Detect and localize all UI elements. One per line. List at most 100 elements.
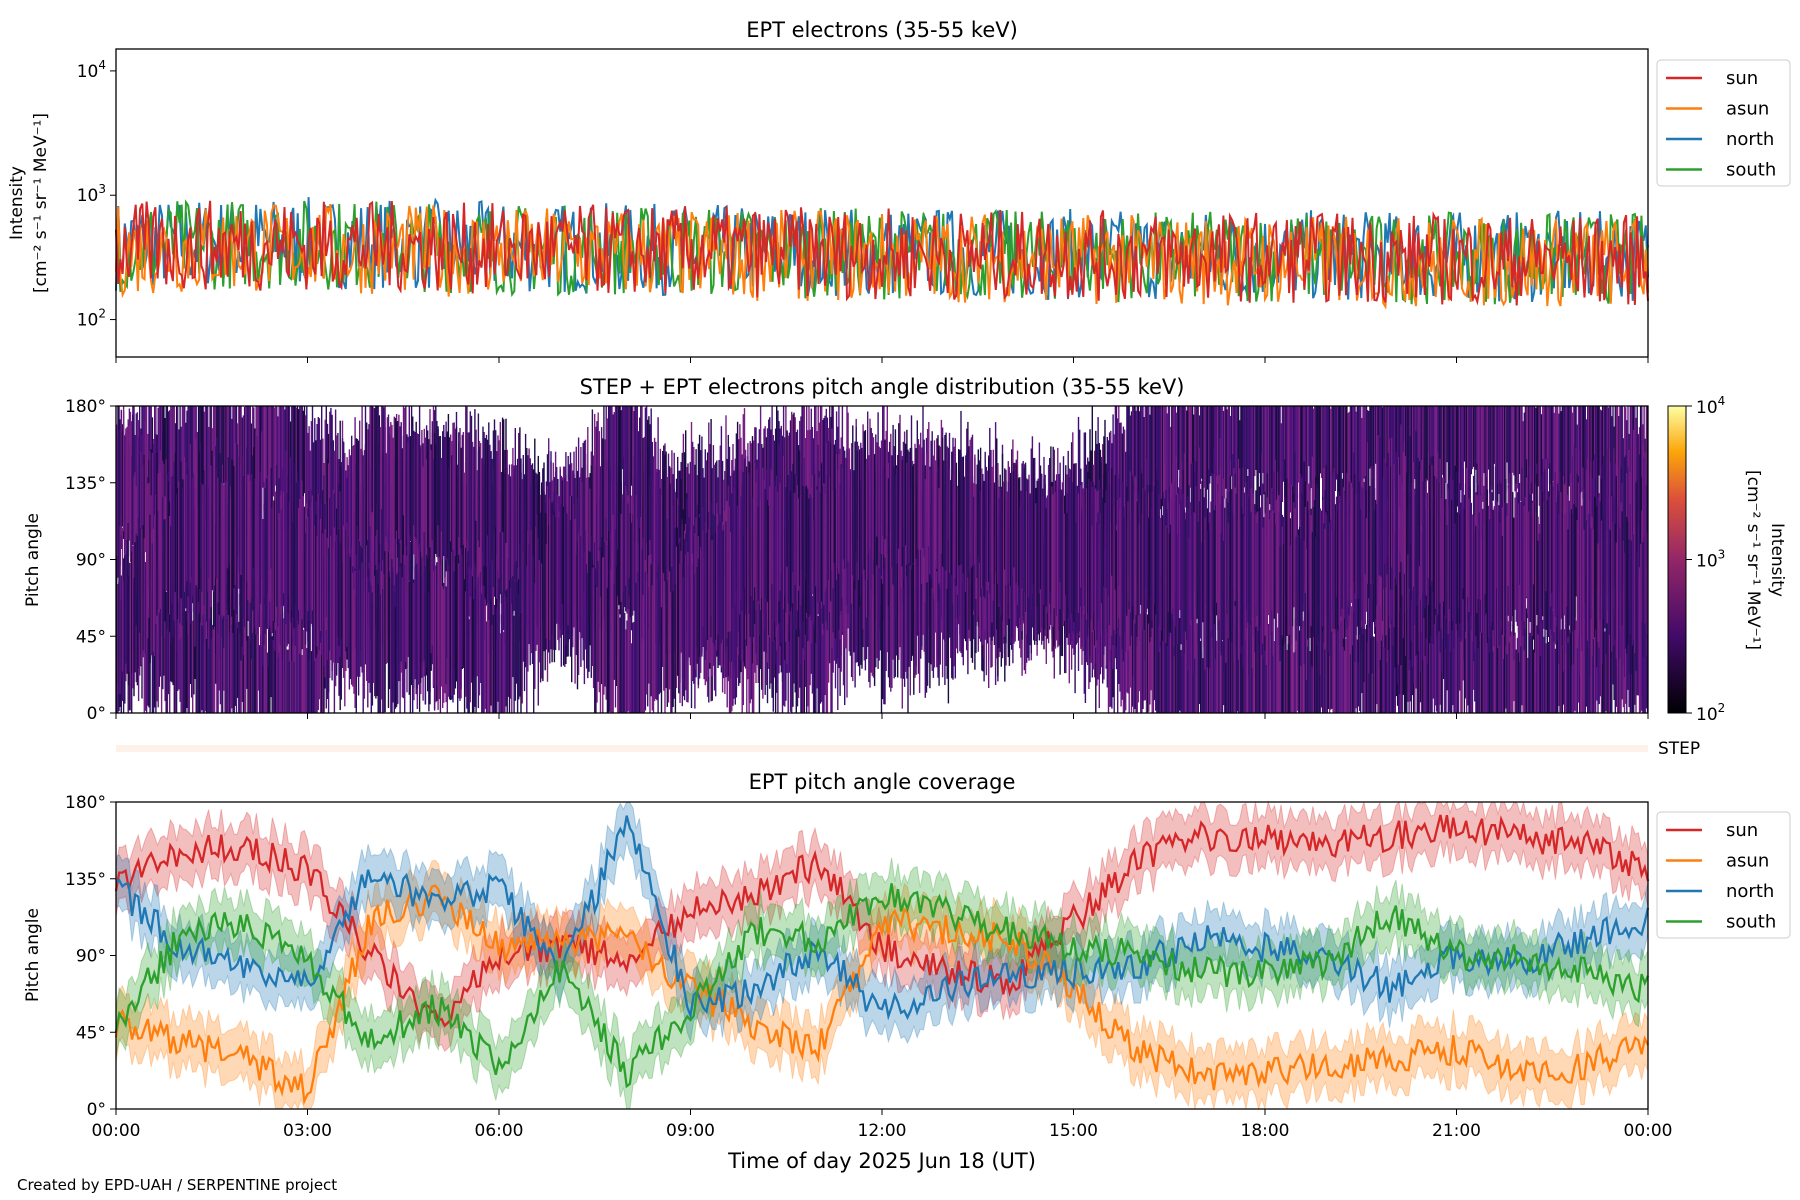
pad-cell: [492, 614, 495, 713]
pad-cell: [527, 530, 529, 672]
pad-cell: [626, 620, 628, 713]
pad-cell: [1538, 624, 1540, 713]
pad-cell: [317, 417, 319, 561]
pad-cell: [1390, 406, 1392, 483]
pad-cell: [1161, 406, 1164, 507]
pad-cell: [1105, 513, 1107, 666]
pad-cell: [1030, 448, 1032, 615]
pad-cell: [913, 572, 915, 695]
pad-cell: [437, 525, 439, 654]
pad-cell: [1378, 563, 1380, 668]
pad-cell: [1417, 406, 1419, 506]
pad-cell: [710, 575, 712, 702]
pad-cell: [1385, 463, 1387, 588]
pad-cell: [1261, 610, 1263, 713]
pad-cell: [1243, 406, 1246, 488]
pad-cell: [1516, 406, 1519, 489]
pad-cell: [1431, 620, 1433, 713]
pad-cell: [687, 564, 689, 703]
pad-cell: [945, 515, 947, 666]
pad-cell: [967, 421, 969, 578]
pad-cell: [1331, 406, 1333, 504]
pad-cell: [1167, 502, 1170, 613]
pad-cell: [1287, 603, 1289, 713]
pad-cell: [1493, 633, 1495, 713]
pad-cell: [253, 447, 255, 568]
pad-cell: [407, 442, 409, 588]
pad-cell: [1544, 606, 1546, 713]
pad-cell: [287, 406, 289, 523]
pad-cell: [1536, 473, 1538, 615]
pad-cell: [474, 409, 476, 563]
pad-cell: [550, 516, 552, 650]
pad-cell: [644, 508, 647, 617]
pad-cell: [635, 406, 637, 495]
pad-cell: [165, 406, 167, 507]
pad-cell: [1272, 406, 1274, 511]
pad-cell: [978, 504, 981, 637]
pad-cell: [716, 503, 718, 624]
pad-cell: [1111, 467, 1113, 576]
pad-cell: [321, 619, 323, 713]
pad-cell: [727, 485, 729, 632]
pad-cell: [1393, 464, 1395, 571]
pad-cell: [1259, 507, 1262, 627]
pad-cell: [1158, 607, 1160, 713]
pad-cell: [1280, 423, 1282, 527]
pad-cell: [1137, 406, 1140, 523]
pad-cell: [1252, 406, 1255, 513]
pad-cell: [1290, 521, 1293, 645]
pad-cell: [1195, 486, 1197, 620]
pad-cell: [1361, 418, 1363, 535]
pad-cell: [824, 415, 826, 531]
pad-cell: [1175, 494, 1178, 645]
pad-cell: [1441, 618, 1444, 713]
pad-cell: [1436, 592, 1438, 712]
pad-cell: [402, 555, 405, 699]
pad-cell: [175, 406, 178, 519]
panel3-title: EPT pitch angle coverage: [749, 770, 1016, 794]
pad-cell: [613, 412, 615, 528]
pad-cell: [520, 613, 522, 713]
pad-cell: [190, 573, 193, 698]
pad-cell: [132, 546, 134, 652]
pad-cell: [1193, 511, 1195, 674]
pad-cell: [968, 446, 970, 573]
pad-cell: [869, 418, 871, 549]
pad-cell: [1151, 491, 1153, 621]
pad-cell: [1457, 618, 1460, 713]
pad-cell: [1127, 406, 1129, 546]
pad-cell: [1221, 641, 1224, 713]
pad-cell: [1095, 488, 1097, 648]
pad-cell: [257, 601, 260, 691]
pad-cell: [1328, 406, 1331, 521]
pad-cell: [1006, 491, 1008, 626]
pad-cell: [208, 612, 210, 713]
pad-cell: [1433, 406, 1436, 518]
pad-cell: [1142, 406, 1144, 525]
pad-cell: [353, 589, 355, 694]
pad-cell: [1234, 573, 1236, 713]
pad-cell: [439, 565, 442, 713]
pad-cell: [193, 406, 195, 509]
pad-cell: [538, 472, 541, 626]
pad-cell: [761, 447, 763, 598]
pad-cell: [1043, 456, 1045, 605]
pad-cell: [862, 451, 864, 570]
pad-cell: [873, 454, 876, 576]
pad-cell: [1118, 478, 1120, 586]
pad-cell: [160, 521, 163, 637]
pad-cell: [1184, 406, 1187, 508]
pad-cell: [309, 613, 311, 713]
pad-cell: [135, 413, 137, 552]
pad-cell: [916, 420, 918, 555]
pad-cell: [1525, 608, 1528, 713]
pad-cell: [1349, 406, 1352, 495]
pad-cell: [478, 446, 481, 548]
pad-cell: [681, 562, 683, 707]
pad-cell: [757, 559, 759, 683]
pad-cell: [822, 419, 824, 539]
pad-cell: [892, 424, 894, 585]
pad-cell: [1422, 481, 1424, 593]
pad-cell: [235, 474, 238, 615]
